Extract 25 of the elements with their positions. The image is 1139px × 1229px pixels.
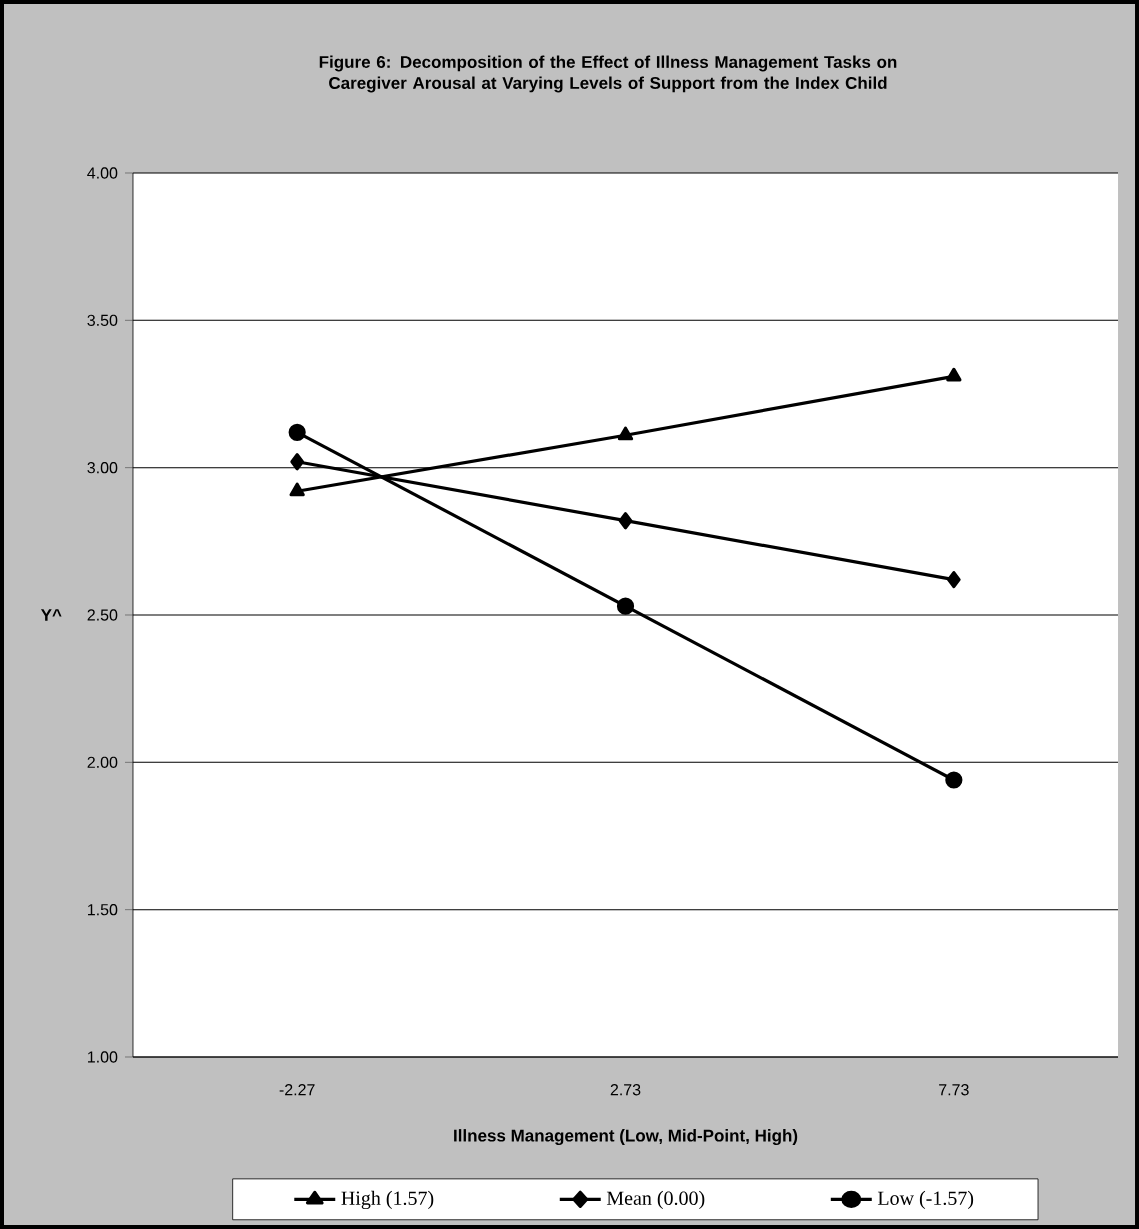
x-tick-label: 2.73 (610, 1084, 641, 1096)
point (946, 367, 962, 382)
point (945, 771, 963, 789)
x-tick-label: -2.27 (279, 1084, 315, 1096)
point (288, 423, 306, 441)
point (618, 512, 633, 530)
y-tick-label: 2.00 (87, 756, 118, 768)
y-tick-label: 2.50 (87, 609, 118, 621)
x-tick-label: 7.73 (939, 1084, 969, 1096)
legend-label: High (1.57) (341, 1190, 434, 1210)
point (617, 426, 634, 441)
y-tick-label: 1.00 (88, 1051, 118, 1063)
x-axis-title: Illness Management (Low, Mid-Point, High) (454, 1129, 798, 1146)
legend-label: Mean (0.00) (606, 1190, 705, 1210)
point (946, 571, 961, 589)
chart-title: Figure 6: Decomposition of the Effect of Illness Management Tasks on Caregiver Arousal at Varying Levels of Support from the Index Child (319, 55, 897, 93)
point (289, 482, 305, 497)
legend-label: Low (-1.57) (877, 1190, 974, 1210)
y-axis-title: Y^ (40, 609, 62, 621)
y-tick-label: 1.50 (88, 904, 118, 916)
y-tick-label: 4.00 (87, 167, 118, 179)
point (290, 453, 305, 471)
y-tick-label: 3.00 (87, 462, 118, 474)
point (616, 597, 635, 615)
y-tick-label: 3.50 (87, 314, 118, 326)
